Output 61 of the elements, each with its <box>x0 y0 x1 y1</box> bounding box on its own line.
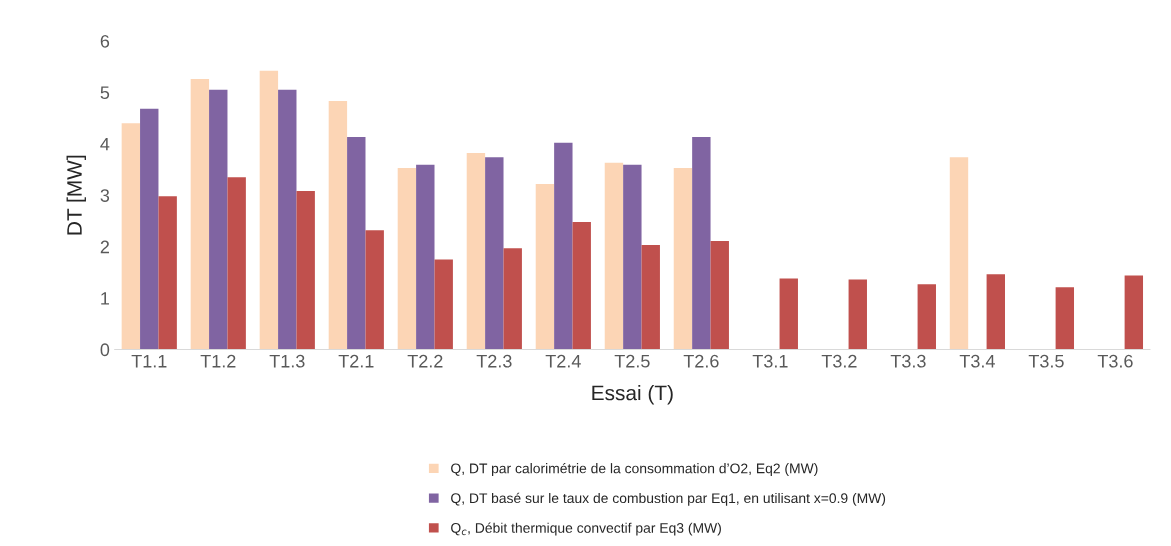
x-tick-label: T2.4 <box>545 354 581 368</box>
bar <box>121 123 141 350</box>
bar <box>259 70 279 350</box>
y-tick-label: 5 <box>100 86 110 100</box>
bar <box>1055 287 1075 350</box>
x-tick-label: T1.2 <box>200 354 236 368</box>
bar <box>572 221 591 350</box>
y-tick-label: 4 <box>100 137 110 151</box>
x-tick-label: T1.1 <box>131 354 167 368</box>
bar <box>347 137 366 350</box>
bar <box>466 153 486 350</box>
bar <box>779 278 798 350</box>
bar <box>227 177 246 350</box>
x-tick-label: T3.5 <box>1028 354 1064 368</box>
bar <box>209 89 228 350</box>
bar <box>328 101 348 350</box>
x-tick-label: T3.2 <box>821 354 857 368</box>
x-tick-label: T3.1 <box>752 354 788 368</box>
bar <box>485 157 504 350</box>
bar <box>190 79 210 350</box>
bar <box>604 162 624 350</box>
bar <box>397 167 417 350</box>
x-tick-label: T3.3 <box>890 354 926 368</box>
bar <box>278 89 297 350</box>
bar <box>692 137 711 350</box>
y-tick-label: 6 <box>100 34 110 48</box>
x-tick-label: T2.6 <box>683 354 719 368</box>
legend-label: Q, DT par calorimétrie de la consommation d’O2, Eq2 (MW) <box>451 462 818 477</box>
y-tick-label: 3 <box>100 189 110 202</box>
bar <box>554 142 573 350</box>
bar <box>296 191 315 350</box>
bar <box>503 248 522 350</box>
bar <box>949 157 969 350</box>
x-tick-label: T2.2 <box>407 354 443 368</box>
x-tick-label: T3.4 <box>959 354 995 368</box>
legend-label: Q, DT basé sur le taux de combustion par Eq1, en utilisant x=0.9 (MW) <box>451 492 886 506</box>
bar <box>1124 275 1144 350</box>
x-tick-label: T3.6 <box>1097 354 1133 368</box>
bar <box>623 164 642 350</box>
x-tick-label: T1.3 <box>269 354 305 368</box>
bar <box>158 196 177 350</box>
bar <box>535 183 555 350</box>
bar <box>641 245 660 350</box>
y-tick-label: 0 <box>100 343 110 357</box>
bar <box>365 230 384 350</box>
y-tick-label: 1 <box>101 292 110 305</box>
x-tick-label: T2.1 <box>338 354 374 368</box>
bar <box>673 167 693 350</box>
x-axis-title: Essai (T) <box>592 385 673 405</box>
bar <box>140 108 159 350</box>
x-tick-label: T2.5 <box>614 354 650 368</box>
bar <box>917 284 936 350</box>
bar <box>416 164 435 350</box>
bar <box>710 240 729 350</box>
x-tick-label: T2.3 <box>476 354 512 368</box>
bar <box>434 259 453 350</box>
bar <box>848 279 867 350</box>
legend-label: Q$_{c}$, Débit thermique convectif par Eq3 (MW) <box>451 522 721 536</box>
y-axis-title: DT [MW] <box>66 155 86 235</box>
y-tick-label: 2 <box>100 240 109 254</box>
bar <box>986 274 1005 350</box>
